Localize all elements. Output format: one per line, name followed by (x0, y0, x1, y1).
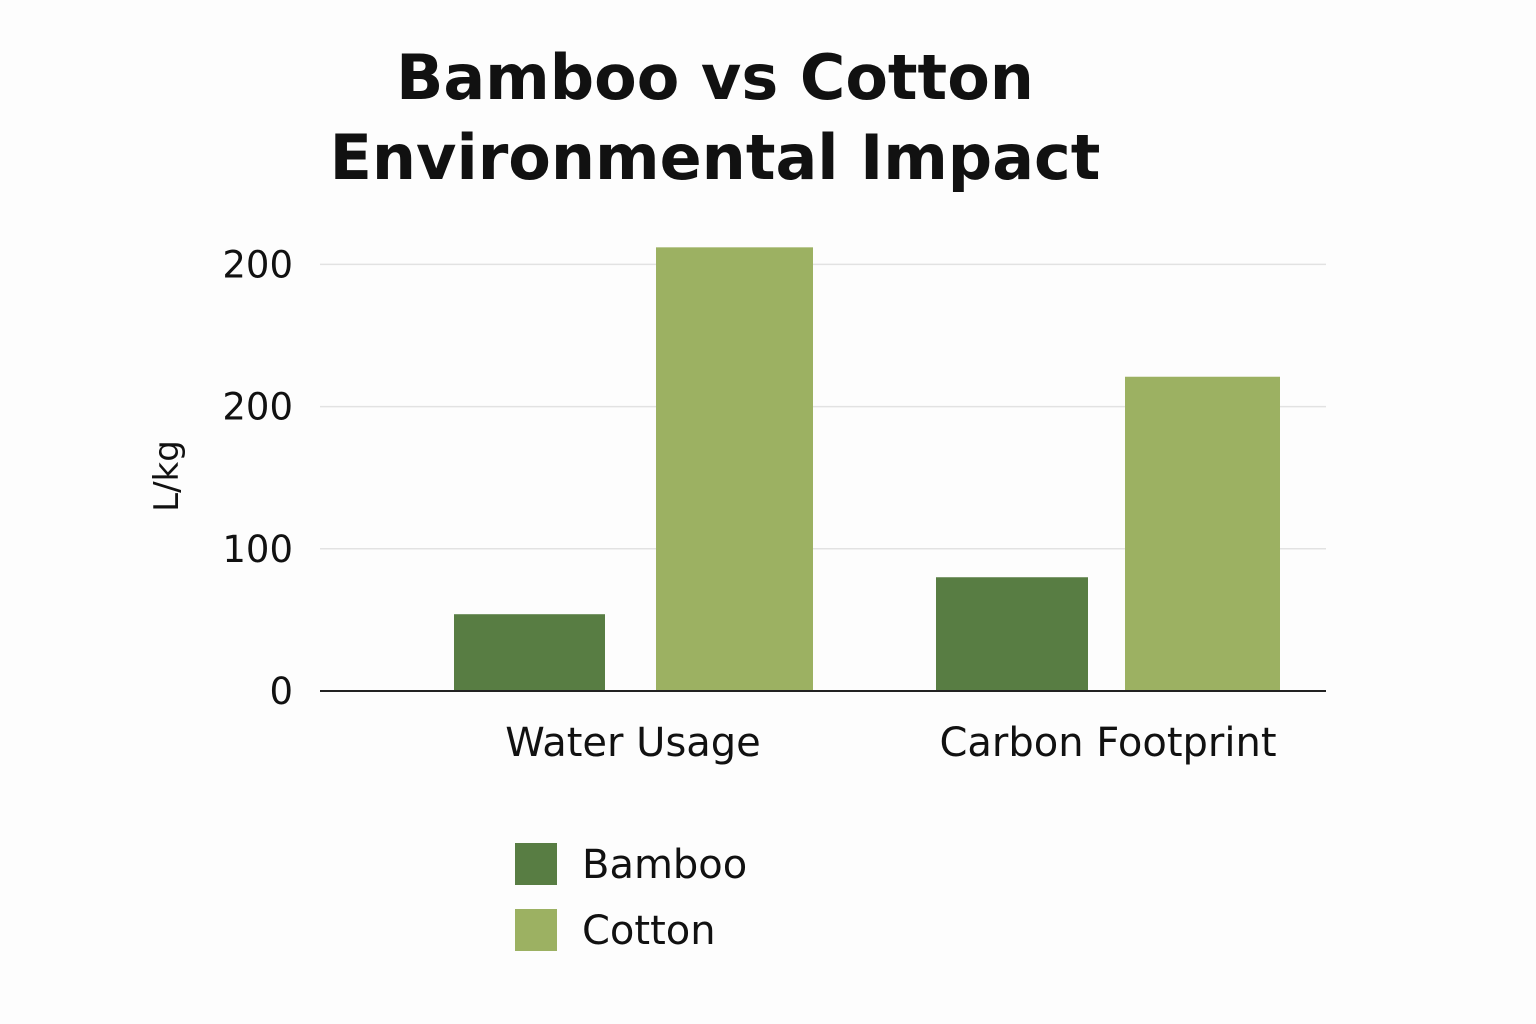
legend-swatch-cotton (515, 909, 557, 951)
bar-cotton-carbon-footprint (1125, 376, 1280, 691)
legend-swatch-bamboo (515, 843, 557, 885)
legend-label-cotton: Cotton (582, 908, 716, 954)
legend: Bamboo Cotton (515, 842, 747, 954)
category-label: Carbon Footprint (939, 720, 1276, 766)
category-labels: Water Usage Carbon Footprint (505, 720, 1276, 766)
y-tick-label: 0 (269, 670, 293, 713)
bar-bamboo-water-usage (454, 614, 605, 691)
chart-title-line-1: Bamboo vs Cotton (396, 41, 1034, 114)
chart-title: Bamboo vs Cotton Environmental Impact (290, 38, 1140, 198)
y-axis-label: L/kg (147, 440, 187, 512)
y-tick-label: 100 (222, 528, 293, 571)
bars (454, 247, 1280, 691)
y-tick-label: 200 (222, 386, 293, 429)
chart-title-line-2: Environmental Impact (329, 121, 1101, 194)
y-tick-label: 200 (222, 243, 293, 286)
y-tick-labels: 0 100 200 200 (222, 243, 293, 713)
category-label: Water Usage (505, 720, 761, 766)
bar-bamboo-carbon-footprint (936, 577, 1088, 691)
bar-cotton-water-usage (656, 247, 813, 691)
legend-label-bamboo: Bamboo (582, 842, 747, 888)
